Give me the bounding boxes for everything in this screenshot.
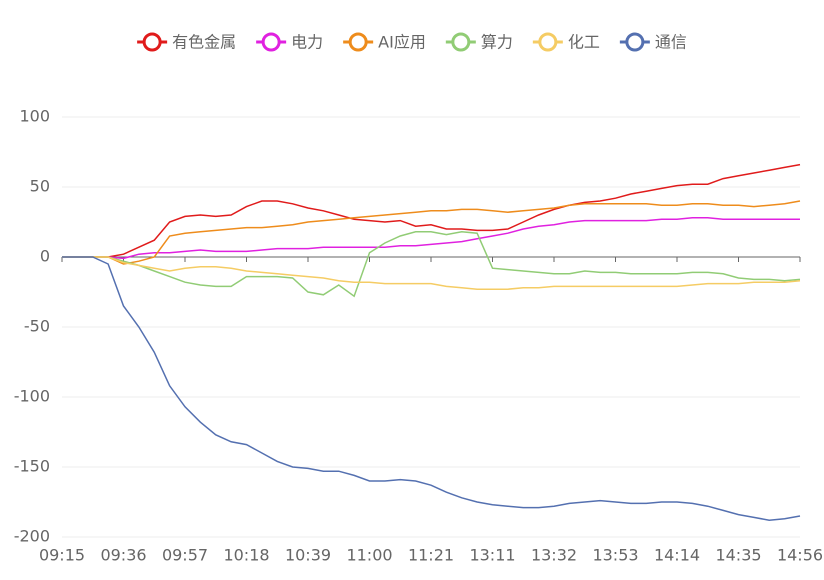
legend-label: 算力 <box>481 33 513 52</box>
x-tick-label: 09:15 <box>39 546 85 565</box>
series-line <box>62 256 801 290</box>
x-tick-label: 14:56 <box>777 546 823 565</box>
legend-icon <box>348 32 368 52</box>
legend-label: 有色金属 <box>172 33 236 52</box>
x-tick-label: 13:11 <box>469 546 515 565</box>
legend-icon <box>261 32 281 52</box>
series-line <box>62 217 800 260</box>
y-tick-label: -50 <box>24 317 50 336</box>
x-tick-label: 13:32 <box>531 546 577 565</box>
y-tick-label: 0 <box>40 247 50 266</box>
y-tick-label: -100 <box>14 387 50 406</box>
y-tick-label: 100 <box>19 107 50 126</box>
y-tick-label: -150 <box>14 457 50 476</box>
legend-label: AI应用 <box>378 33 426 52</box>
x-tick-label: 09:57 <box>162 546 208 565</box>
series-line <box>62 256 801 521</box>
legend-label: 化工 <box>568 33 600 52</box>
x-tick-label: 10:18 <box>223 546 269 565</box>
y-tick-label: 50 <box>30 177 50 196</box>
x-tick-label: 09:36 <box>100 546 146 565</box>
x-tick-label: 13:53 <box>592 546 638 565</box>
x-tick-label: 11:00 <box>346 546 392 565</box>
series-line <box>62 163 801 258</box>
legend-label: 通信 <box>655 33 687 52</box>
legend-icon <box>538 32 558 52</box>
legend-icon <box>142 32 162 52</box>
x-tick-label: 14:14 <box>654 546 700 565</box>
x-tick-label: 11:21 <box>408 546 454 565</box>
series-line <box>62 231 801 298</box>
legend-label: 电力 <box>291 33 323 52</box>
legend-icon <box>625 32 645 52</box>
y-tick-label: -200 <box>14 527 50 546</box>
legend-icon <box>451 32 471 52</box>
x-tick-label: 14:35 <box>715 546 761 565</box>
x-tick-label: 10:39 <box>285 546 331 565</box>
series-line <box>62 200 801 265</box>
